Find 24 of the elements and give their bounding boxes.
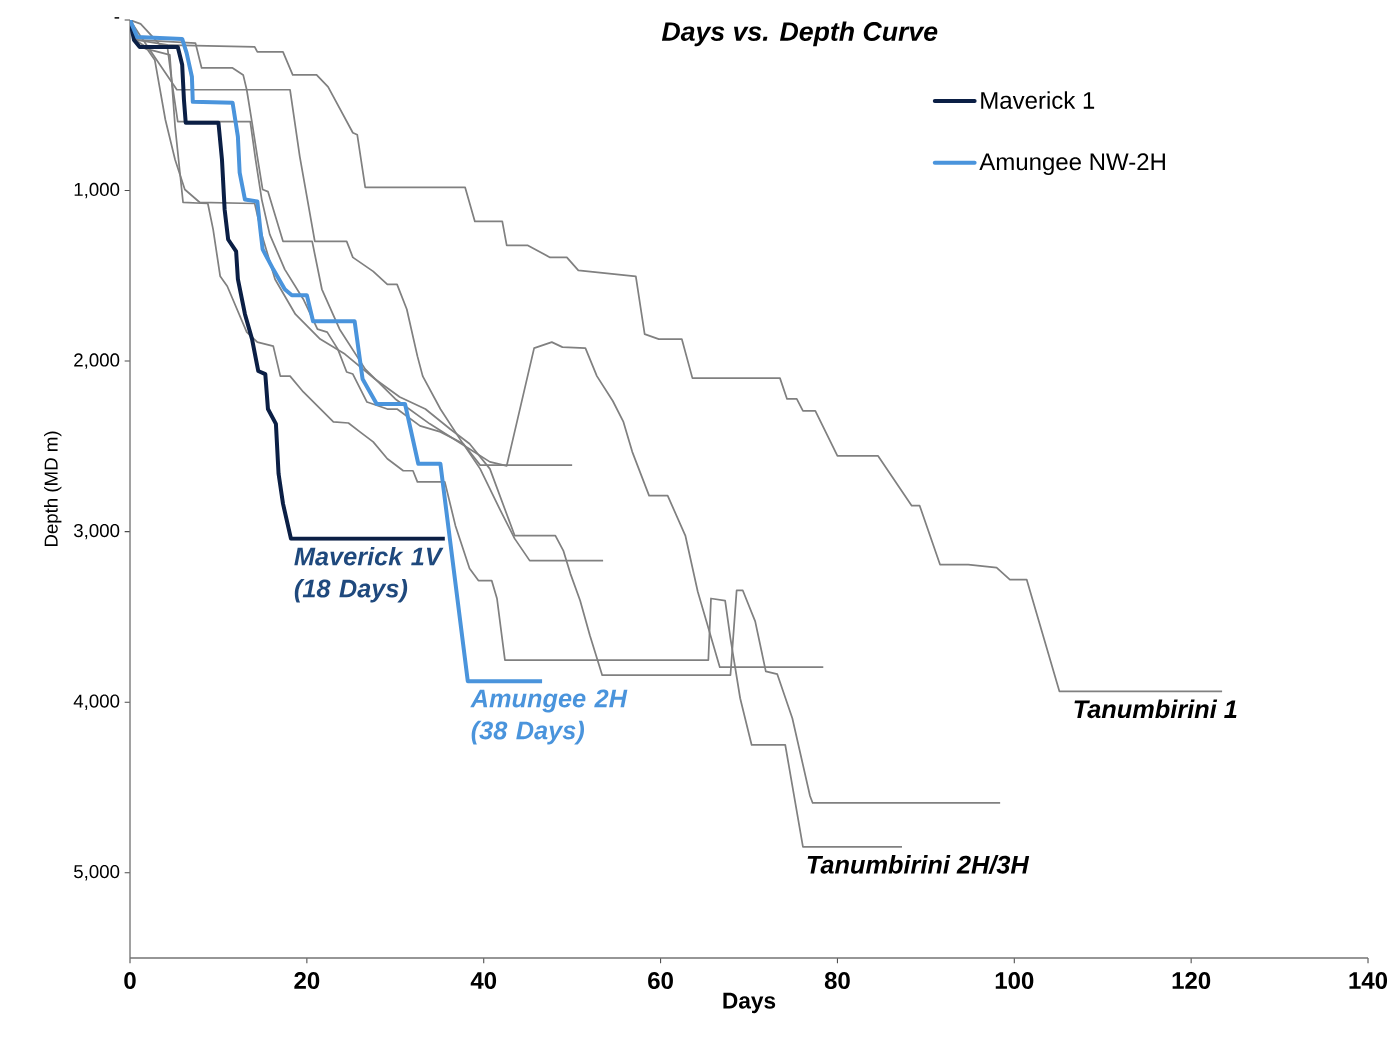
y-tick-label: 2,000: [74, 353, 120, 369]
x-tick-label: 140: [1349, 972, 1388, 990]
x-tick-label: 20: [294, 972, 320, 990]
y-tick-label: 3,000: [73, 523, 120, 540]
chart-title: Days vs. Depth Curve: [661, 21, 938, 47]
legend-label: Amungee NW-2H: [979, 153, 1165, 176]
x-tick-label: 120: [1172, 972, 1211, 990]
y-tick-label: -: [114, 17, 120, 19]
x-tick-label: 100: [995, 972, 1034, 990]
x-tick-label: 60: [648, 972, 673, 990]
annotation: Maverick 1V (18 Days): [294, 546, 444, 603]
x-tick-label: 40: [470, 972, 497, 990]
x-tick-label: 80: [824, 972, 850, 990]
legend-label: Maverick 1: [981, 91, 1095, 109]
annotation: Tanumbirini 1: [1074, 699, 1237, 719]
y-tick-label: 1,000: [74, 182, 120, 199]
y-axis-title: Depth (MD m): [44, 431, 62, 547]
y-tick-label: 4,000: [73, 694, 120, 710]
annotation: Tanumbirini 2H/3H: [807, 855, 1030, 874]
annotation: Amungee 2H (38 Days): [470, 689, 628, 745]
y-tick-label: 5,000: [74, 865, 120, 881]
line-series: [130, 20, 545, 684]
x-tick-label: 0: [124, 972, 136, 990]
x-axis-title: Days: [723, 992, 776, 1014]
